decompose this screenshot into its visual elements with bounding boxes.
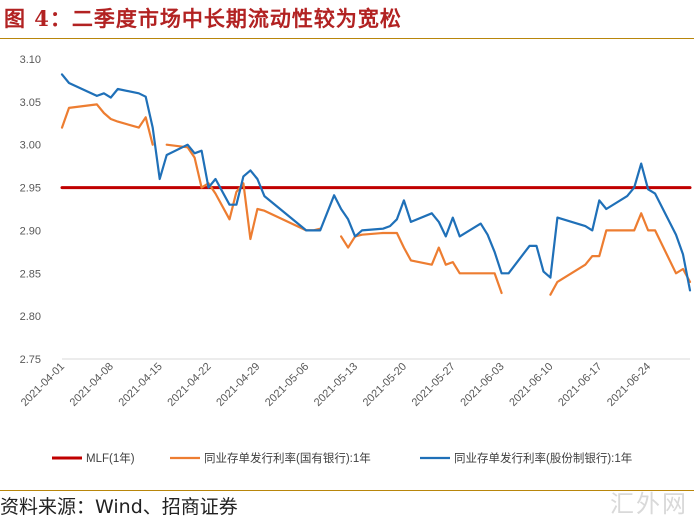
watermark-text: 汇外网 xyxy=(610,490,688,518)
x-tick-label: 2021-04-01 xyxy=(19,361,67,409)
y-tick-label: 2.95 xyxy=(20,183,41,195)
x-tick-label: 2021-04-08 xyxy=(68,361,116,409)
x-tick-label: 2021-05-27 xyxy=(410,361,458,409)
title-divider xyxy=(0,38,694,39)
x-tick-label: 2021-05-06 xyxy=(263,361,311,409)
legend-item: MLF(1年) xyxy=(52,451,135,465)
series-line-segment xyxy=(165,143,322,241)
plot-area xyxy=(60,73,692,296)
y-tick-label: 3.10 xyxy=(20,54,41,66)
x-tick-label: 2021-04-15 xyxy=(117,361,165,409)
x-tick-label: 2021-06-03 xyxy=(458,361,506,409)
source-divider xyxy=(0,490,694,491)
y-tick-label: 3.00 xyxy=(20,140,41,152)
series-joint-stock-bank-ncd xyxy=(60,73,692,292)
source-note: 资料来源：Wind、招商证券 xyxy=(0,496,238,518)
y-tick-label: 2.75 xyxy=(20,354,41,366)
x-tick-label: 2021-06-10 xyxy=(507,361,555,409)
series-line-segment xyxy=(60,73,692,292)
y-tick-label: 2.90 xyxy=(20,225,41,237)
legend-item: 同业存单发行利率(国有银行):1年 xyxy=(170,451,371,465)
x-tick-label: 2021-06-24 xyxy=(605,361,653,409)
y-tick-label: 3.05 xyxy=(20,97,41,109)
series-line-segment xyxy=(549,212,692,296)
x-tick-label: 2021-04-29 xyxy=(214,361,262,409)
line-chart: 2.75 2.80 2.85 2.90 2.95 3.00 3.05 3.10 2021-04… xyxy=(19,54,692,465)
x-tick-label: 2021-05-20 xyxy=(361,361,409,409)
series-line-segment xyxy=(60,103,154,146)
legend-item: 同业存单发行利率(股份制银行):1年 xyxy=(420,451,632,465)
series-state-bank-ncd xyxy=(60,103,692,296)
series-line-segment xyxy=(340,231,503,295)
x-tick-label: 2021-05-13 xyxy=(312,361,360,409)
chart-title: 图 4：二季度市场中长期流动性较为宽松 xyxy=(4,6,402,31)
x-axis: 2021-04-01 2021-04-08 2021-04-15 2021-04-22… xyxy=(19,358,690,409)
legend-label: 同业存单发行利率(股份制银行):1年 xyxy=(454,451,632,465)
x-tick-label: 2021-04-22 xyxy=(165,361,213,409)
y-tick-label: 2.85 xyxy=(20,268,41,280)
y-axis: 2.75 2.80 2.85 2.90 2.95 3.00 3.05 3.10 xyxy=(20,54,41,366)
legend-label: 同业存单发行利率(国有银行):1年 xyxy=(204,451,371,465)
x-tick-label: 2021-06-17 xyxy=(556,361,604,409)
legend: MLF(1年) 同业存单发行利率(国有银行):1年 同业存单发行利率(股份制银行):… xyxy=(52,451,632,465)
legend-label: MLF(1年) xyxy=(86,451,135,465)
y-tick-label: 2.80 xyxy=(20,311,41,323)
